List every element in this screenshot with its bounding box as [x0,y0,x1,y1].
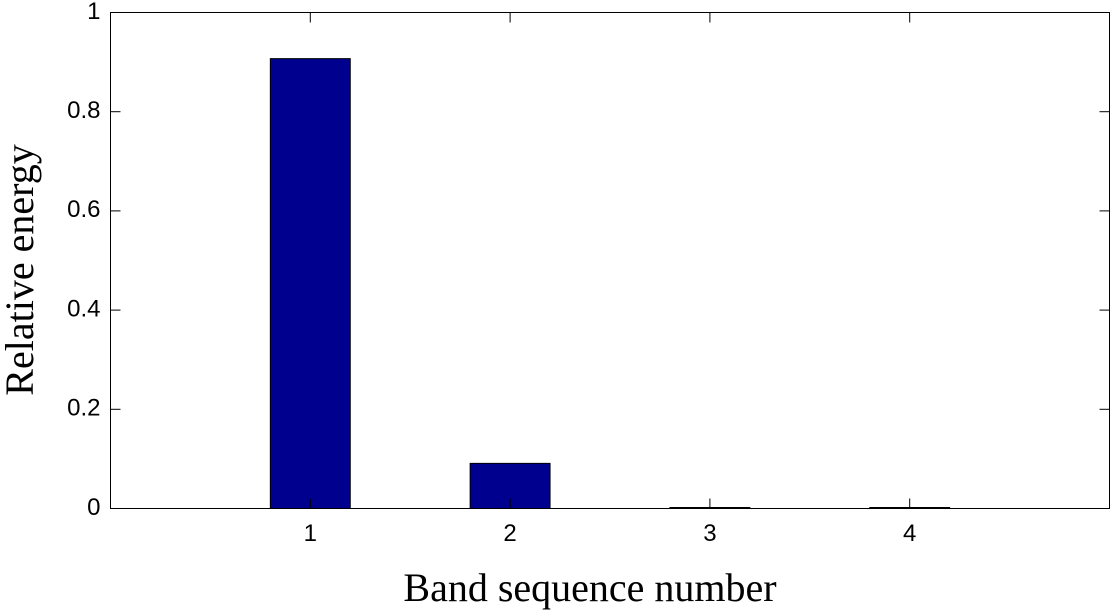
bar [269,58,351,510]
x-tick-label: 4 [903,520,916,547]
y-axis-label: Relative energy [0,144,42,395]
y-tick-label: 0.2 [67,395,100,422]
plot-frame [110,12,1110,509]
x-tick-label: 1 [304,520,317,547]
y-tick-label: 1 [87,0,100,25]
y-tick-label: 0 [87,494,100,521]
x-axis-label: Band sequence number [403,565,776,610]
y-tick-label: 0.6 [67,196,100,223]
x-tick-label: 3 [703,520,716,547]
x-tick-label: 2 [503,520,516,547]
y-tick-label: 0.8 [67,97,100,124]
y-tick-label: 0.4 [67,295,100,322]
